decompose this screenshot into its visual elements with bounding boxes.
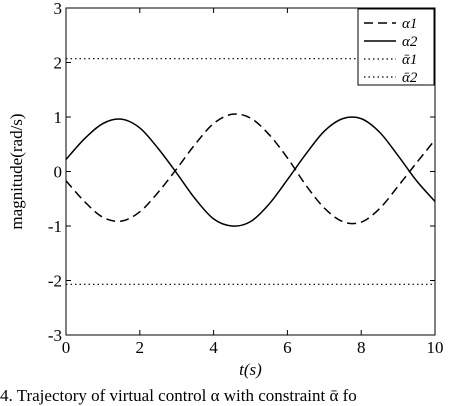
x-tick-label: 2 bbox=[136, 338, 145, 357]
y-tick-label: -1 bbox=[48, 217, 62, 236]
y-tick-label: 2 bbox=[54, 54, 63, 73]
y-axis-label: magnitude(rad/s) bbox=[7, 113, 26, 229]
y-tick-label: 0 bbox=[54, 163, 63, 182]
chart: 0 2 4 6 8 10 -3 -2 -1 0 1 2 3 t(s) magnitude(rad/s) α1… bbox=[7, 0, 444, 379]
series-line-2 bbox=[66, 116, 435, 227]
y-tick-label: -2 bbox=[48, 272, 62, 291]
x-tick-label: 8 bbox=[357, 338, 366, 357]
series-line-1 bbox=[66, 113, 435, 225]
x-tick-label: 0 bbox=[62, 338, 71, 357]
y-tick-label: 1 bbox=[54, 108, 63, 127]
legend-label-2: α2 bbox=[402, 34, 418, 50]
x-axis-label: t(s) bbox=[239, 360, 262, 379]
x-tick-label: 10 bbox=[427, 338, 444, 357]
legend-label-1: α1 bbox=[402, 16, 417, 32]
series-layer bbox=[66, 58, 435, 285]
axes: 0 2 4 6 8 10 -3 -2 -1 0 1 2 3 t(s) magnitude(rad/s) bbox=[7, 0, 444, 379]
figure-caption: 4. Trajectory of virtual control α with … bbox=[0, 386, 357, 405]
legend-label-4: ᾱ2 bbox=[402, 70, 418, 86]
legend-box bbox=[357, 8, 435, 86]
legend: α1 α2 ᾱ1 ᾱ2 bbox=[357, 8, 435, 86]
x-tick-label: 6 bbox=[283, 338, 292, 357]
y-tick-label: -3 bbox=[48, 326, 62, 345]
x-tick-label: 4 bbox=[209, 338, 218, 357]
legend-label-3: ᾱ1 bbox=[402, 52, 417, 68]
y-tick-label: 3 bbox=[54, 0, 63, 18]
